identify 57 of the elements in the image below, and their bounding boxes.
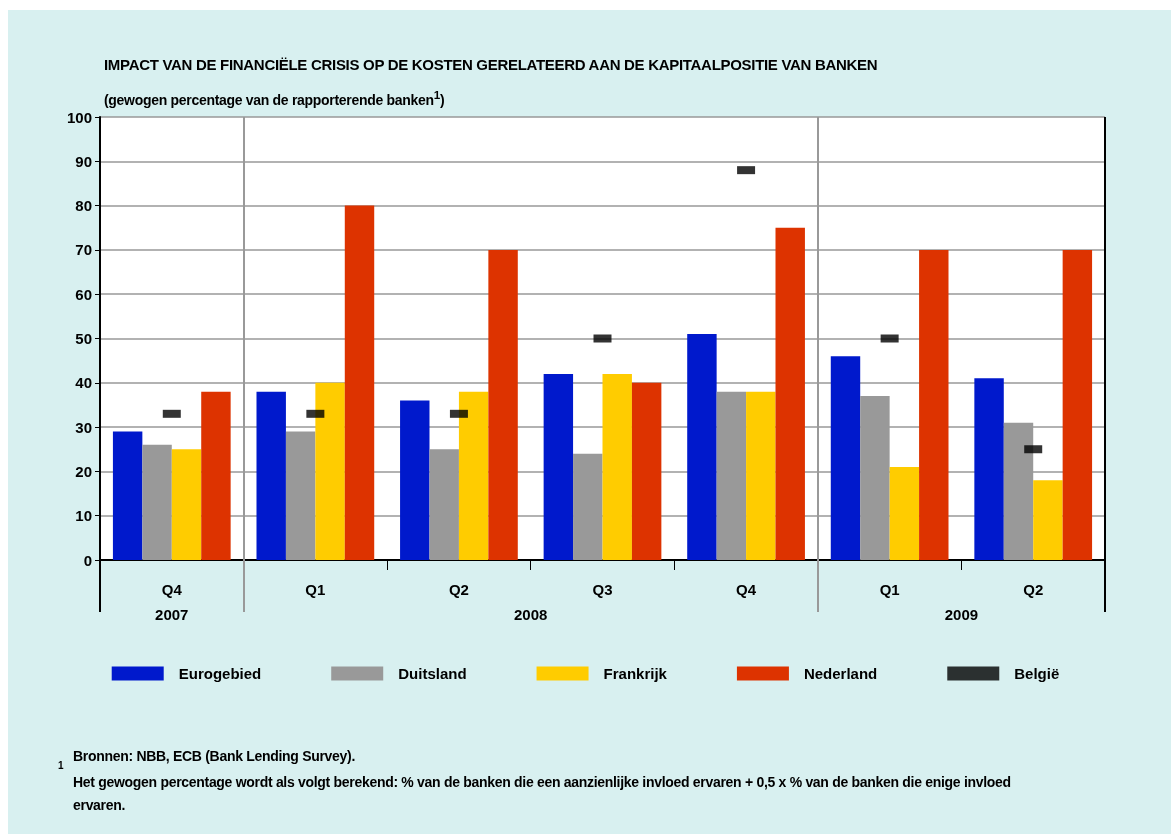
x-tick-label: Q2 [448, 581, 469, 598]
y-tick-label: 60 [75, 285, 92, 303]
y-tick-label: 90 [75, 152, 92, 170]
x-tick-label: Q4 [736, 581, 757, 598]
bar [687, 334, 717, 560]
bar [344, 205, 375, 560]
text: 2007 [154, 606, 190, 623]
y-tick-label: 0 [83, 551, 92, 569]
y-tick-label: 10 [75, 507, 92, 525]
y-tick-label: 80 [75, 197, 92, 215]
bar [201, 391, 231, 560]
y-tick-label: 70 [75, 241, 92, 259]
y-tick-label: 20 [75, 462, 92, 480]
legend-label: België [1014, 665, 1060, 682]
bar [315, 382, 345, 560]
text: Het gewogen percentage wordt als volgt berekend: % van de banken die een aanzienlijke invloed ervaren + 0,5 x % van de banken die enige invloed ervaren. [73, 773, 1012, 815]
bar [746, 391, 776, 560]
bar [171, 449, 202, 560]
x-tick-label: Q4 [161, 581, 183, 598]
bar [458, 391, 489, 560]
bar [1062, 249, 1093, 560]
y-tick-label: 100 [66, 108, 92, 126]
bar [631, 382, 662, 560]
legend-label: Duitsland [398, 665, 467, 682]
y-tick-label: 40 [75, 374, 92, 392]
y-tick-label: 30 [75, 418, 92, 436]
legend-label: Eurogebied [178, 665, 262, 682]
x-tick-label: Q2 [1023, 581, 1044, 598]
text: 2008 [513, 606, 549, 623]
bar [400, 400, 430, 560]
bar [285, 431, 316, 560]
bar [974, 378, 1004, 560]
legend-label: Frankrijk [603, 665, 668, 682]
bar [602, 373, 632, 560]
bar [488, 249, 518, 560]
bar [1033, 480, 1063, 560]
x-tick-label: Q1 [305, 581, 326, 598]
bar [142, 444, 172, 560]
bar [112, 431, 143, 560]
y-tick-label: 50 [75, 330, 92, 347]
bar [889, 466, 920, 560]
text: 2009 [943, 606, 980, 623]
chart-subtitle: (gewogen percentage van de rapporterende banken$^{1}$) [104, 88, 445, 108]
bar [429, 449, 459, 560]
x-tick-label: Q1 [879, 581, 900, 598]
bar [573, 453, 603, 560]
text: Bronnen: NBB, ECB (Bank Lending Survey). [73, 748, 356, 764]
bar [543, 373, 574, 560]
bar [716, 391, 747, 560]
bar [919, 249, 949, 560]
bar [256, 391, 286, 560]
bar [830, 356, 861, 560]
text: 1 [58, 760, 64, 771]
chart-title: IMPACT VAN DE FINANCIËLE CRISIS OP DE KOSTEN GERELATEERD AAN DE KAPITAALPOSITIE VAN BANKEN [104, 56, 878, 73]
bar [775, 227, 805, 560]
legend-label: Nederland [803, 665, 878, 682]
x-tick-label: Q3 [592, 581, 613, 598]
